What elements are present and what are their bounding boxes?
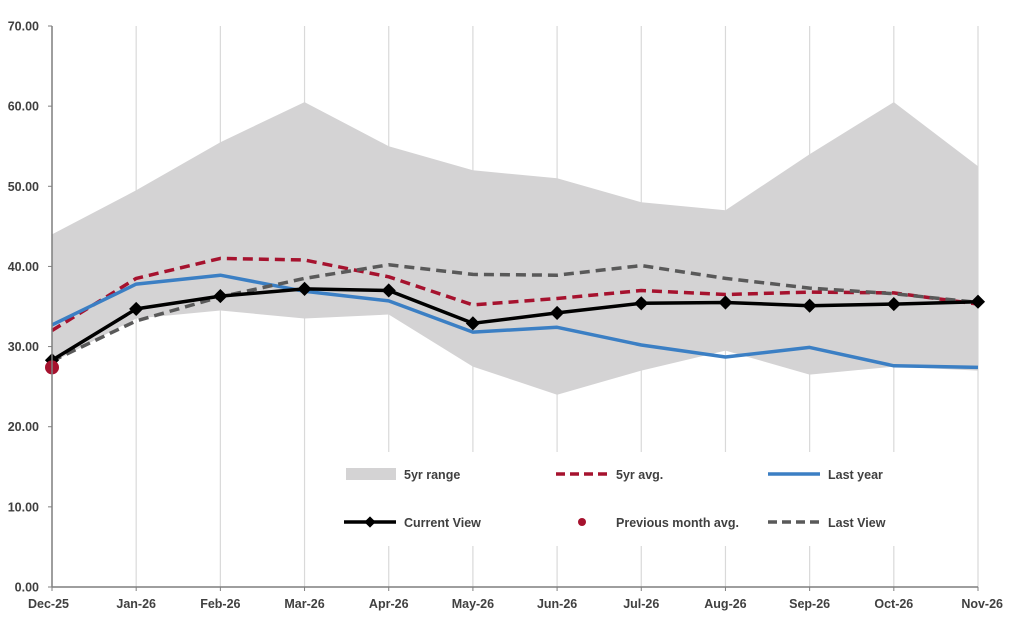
legend-label-5yr-avg: 5yr avg.	[616, 468, 663, 482]
legend-item-previous-month-avg: Previous month avg.	[578, 516, 739, 530]
legend-item-last-year: Last year	[768, 468, 883, 482]
x-tick-label-jun-26: Jun-26	[537, 597, 577, 611]
y-tick-label-3: 30.00	[8, 340, 39, 354]
point-current-view-feb-26	[213, 289, 228, 304]
legend-swatch-range	[346, 468, 396, 480]
range-area-layer	[52, 102, 978, 395]
series-layer	[44, 256, 986, 375]
x-tick-label-feb-26: Feb-26	[200, 597, 240, 611]
legend-item-current-view: Current View	[344, 516, 481, 530]
point-current-view-jun-26	[550, 305, 565, 320]
point-current-view-jul-26	[634, 296, 649, 311]
range-area-5yr	[52, 102, 978, 395]
x-tick-label-jan-26: Jan-26	[116, 597, 156, 611]
y-tick-label-1: 10.00	[8, 500, 39, 514]
legend-label-last-view: Last View	[828, 516, 886, 530]
point-current-view-apr-26	[381, 283, 396, 298]
legend-label-range: 5yr range	[404, 468, 460, 482]
y-tick-label-7: 70.00	[8, 20, 39, 34]
axes: 0.00 10.00 20.00 30.00 40.00 50.00 60.00 70.00 D…	[8, 20, 1003, 612]
legend-item-range: 5yr range	[346, 468, 460, 482]
legend-label-last-year: Last year	[828, 468, 883, 482]
legend-item-5yr-avg: 5yr avg.	[556, 468, 663, 482]
point-current-view-may-26	[465, 316, 480, 331]
point-current-view-mar-26	[297, 281, 312, 296]
x-tick-label-jul-26: Jul-26	[623, 597, 659, 611]
y-tick-label-0: 0.00	[15, 581, 39, 595]
x-tick-label-aug-26: Aug-26	[704, 597, 746, 611]
x-tick-label-mar-26: Mar-26	[284, 597, 324, 611]
y-tick-label-6: 60.00	[8, 100, 39, 114]
legend-swatch-current-view-marker	[364, 516, 376, 528]
x-tick-label-oct-26: Oct-26	[874, 597, 913, 611]
x-tick-label-may-26: May-26	[452, 597, 494, 611]
y-tick-label-5: 50.00	[8, 180, 39, 194]
point-current-view-jan-26	[129, 301, 144, 316]
point-current-view-nov-26	[970, 294, 986, 309]
series-line-last-view	[51, 263, 979, 363]
series-line-current-view	[51, 287, 979, 362]
x-tick-label-nov-26: Nov-26	[961, 597, 1003, 611]
legend-background	[330, 452, 972, 546]
legend: 5yr range 5yr avg. Last year Current Vie…	[330, 452, 972, 546]
x-tick-label-sep-26: Sep-26	[789, 597, 830, 611]
legend-label-previous-month-avg: Previous month avg.	[616, 516, 739, 530]
legend-label-current-view: Current View	[404, 516, 481, 530]
series-line-5yr-avg	[51, 256, 979, 332]
point-current-view-sep-26	[802, 298, 817, 313]
point-current-view-oct-26	[886, 297, 901, 312]
legend-swatch-previous-month-avg	[578, 518, 586, 526]
series-line-last-year	[51, 273, 979, 370]
x-tick-label-dec-25: Dec-25	[28, 597, 69, 611]
y-tick-label-4: 40.00	[8, 260, 39, 274]
legend-item-last-view: Last View	[768, 516, 886, 530]
x-tick-label-apr-26: Apr-26	[369, 597, 409, 611]
point-current-view-aug-26	[718, 295, 733, 310]
y-tick-label-2: 20.00	[8, 420, 39, 434]
